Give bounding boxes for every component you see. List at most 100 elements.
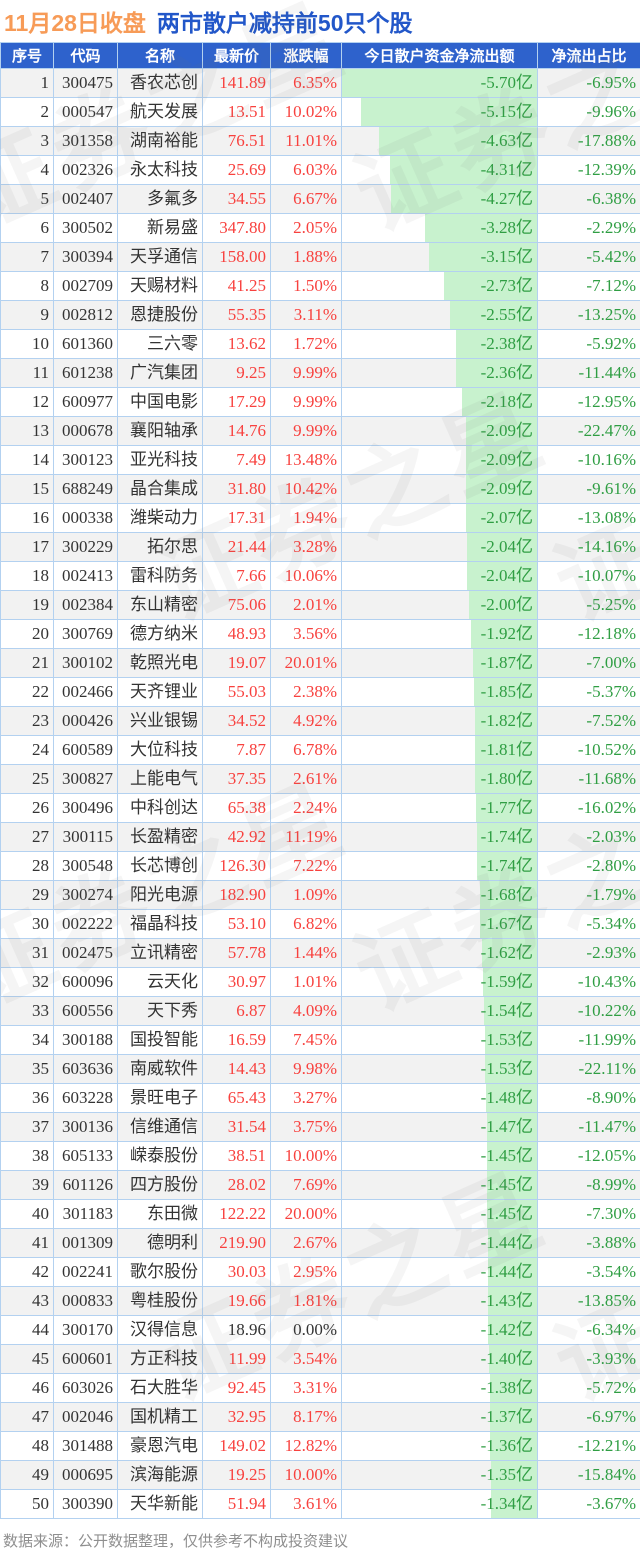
outflow-amount: -1.47亿 (342, 1113, 538, 1142)
table-row: 10 601360 三六零 13.62 1.72% -2.38亿 -5.92% (1, 330, 640, 359)
stock-name: 上能电气 (118, 765, 203, 794)
outflow-ratio: -3.93% (538, 1345, 640, 1374)
table-row: 50 300390 天华新能 51.94 3.61% -1.34亿 -3.67% (1, 1490, 640, 1519)
table-row: 37 300136 信维通信 31.54 3.75% -1.47亿 -11.47… (1, 1113, 640, 1142)
stock-name: 信维通信 (118, 1113, 203, 1142)
outflow-amount: -1.45亿 (342, 1171, 538, 1200)
stock-name: 航天发展 (118, 98, 203, 127)
stock-name: 广汽集团 (118, 359, 203, 388)
outflow-ratio: -5.25% (538, 591, 640, 620)
stock-code: 002466 (54, 678, 118, 707)
outflow-value: -3.28亿 (481, 218, 533, 237)
outflow-ratio: -11.44% (538, 359, 640, 388)
latest-price: 17.31 (203, 504, 271, 533)
outflow-ratio: -6.38% (538, 185, 640, 214)
stock-name: 石大胜华 (118, 1374, 203, 1403)
stock-code: 300475 (54, 69, 118, 98)
outflow-amount: -2.73亿 (342, 272, 538, 301)
outflow-amount: -2.00亿 (342, 591, 538, 620)
stock-name: 中国电影 (118, 388, 203, 417)
change-percent: 2.38% (271, 678, 342, 707)
outflow-amount: -1.68亿 (342, 881, 538, 910)
outflow-ratio: -22.47% (538, 417, 640, 446)
change-percent: 6.03% (271, 156, 342, 185)
outflow-ratio: -3.88% (538, 1229, 640, 1258)
row-index: 2 (1, 98, 54, 127)
change-percent: 3.75% (271, 1113, 342, 1142)
table-row: 3 301358 湖南裕能 76.51 11.01% -4.63亿 -17.88… (1, 127, 640, 156)
row-index: 6 (1, 214, 54, 243)
stock-name: 国机精工 (118, 1403, 203, 1432)
stock-code: 300496 (54, 794, 118, 823)
col-header-code: 代码 (54, 43, 118, 69)
outflow-amount: -2.04亿 (342, 562, 538, 591)
stock-code: 000426 (54, 707, 118, 736)
outflow-value: -1.45亿 (481, 1175, 533, 1194)
outflow-value: -1.37亿 (481, 1407, 533, 1426)
stock-code: 300123 (54, 446, 118, 475)
table-row: 42 002241 歌尔股份 30.03 2.95% -1.44亿 -3.54% (1, 1258, 640, 1287)
stock-code: 603026 (54, 1374, 118, 1403)
row-index: 38 (1, 1142, 54, 1171)
outflow-amount: -1.67亿 (342, 910, 538, 939)
outflow-amount: -2.09亿 (342, 417, 538, 446)
outflow-value: -1.35亿 (481, 1465, 533, 1484)
outflow-amount: -1.77亿 (342, 794, 538, 823)
outflow-ratio: -7.30% (538, 1200, 640, 1229)
stock-code: 601360 (54, 330, 118, 359)
outflow-ratio: -12.21% (538, 1432, 640, 1461)
stock-name: 嵘泰股份 (118, 1142, 203, 1171)
outflow-value: -1.34亿 (481, 1494, 533, 1513)
stock-code: 601238 (54, 359, 118, 388)
row-index: 13 (1, 417, 54, 446)
stock-name: 多氟多 (118, 185, 203, 214)
stock-code: 688249 (54, 475, 118, 504)
row-index: 9 (1, 301, 54, 330)
row-index: 18 (1, 562, 54, 591)
col-header-ratio: 净流出占比 (538, 43, 640, 69)
col-header-index: 序号 (1, 43, 54, 69)
stock-code: 002046 (54, 1403, 118, 1432)
stock-code: 000695 (54, 1461, 118, 1490)
row-index: 31 (1, 939, 54, 968)
table-row: 21 300102 乾照光电 19.07 20.01% -1.87亿 -7.00… (1, 649, 640, 678)
latest-price: 41.25 (203, 272, 271, 301)
row-index: 30 (1, 910, 54, 939)
outflow-value: -1.81亿 (481, 740, 533, 759)
outflow-amount: -1.74亿 (342, 852, 538, 881)
change-percent: 11.01% (271, 127, 342, 156)
stock-name: 德明利 (118, 1229, 203, 1258)
row-index: 32 (1, 968, 54, 997)
outflow-value: -1.92亿 (481, 624, 533, 643)
outflow-amount: -1.74亿 (342, 823, 538, 852)
latest-price: 51.94 (203, 1490, 271, 1519)
outflow-value: -1.74亿 (481, 827, 533, 846)
table-row: 20 300769 德方纳米 48.93 3.56% -1.92亿 -12.18… (1, 620, 640, 649)
stock-name: 粤桂股份 (118, 1287, 203, 1316)
outflow-amount: -1.54亿 (342, 997, 538, 1026)
row-index: 4 (1, 156, 54, 185)
row-index: 45 (1, 1345, 54, 1374)
outflow-amount: -4.27亿 (342, 185, 538, 214)
outflow-value: -1.80亿 (481, 769, 533, 788)
outflow-ratio: -10.07% (538, 562, 640, 591)
outflow-ratio: -12.05% (538, 1142, 640, 1171)
row-index: 35 (1, 1055, 54, 1084)
latest-price: 21.44 (203, 533, 271, 562)
stock-code: 300170 (54, 1316, 118, 1345)
stock-name: 天华新能 (118, 1490, 203, 1519)
col-header-change: 涨跌幅 (271, 43, 342, 69)
outflow-ratio: -17.88% (538, 127, 640, 156)
change-percent: 6.82% (271, 910, 342, 939)
latest-price: 7.49 (203, 446, 271, 475)
outflow-amount: -1.38亿 (342, 1374, 538, 1403)
table-row: 25 300827 上能电气 37.35 2.61% -1.80亿 -11.68… (1, 765, 640, 794)
row-index: 49 (1, 1461, 54, 1490)
stock-code: 300390 (54, 1490, 118, 1519)
outflow-ratio: -14.16% (538, 533, 640, 562)
row-index: 20 (1, 620, 54, 649)
outflow-ratio: -7.00% (538, 649, 640, 678)
change-percent: 0.00% (271, 1316, 342, 1345)
stock-name: 晶合集成 (118, 475, 203, 504)
stock-name: 国投智能 (118, 1026, 203, 1055)
